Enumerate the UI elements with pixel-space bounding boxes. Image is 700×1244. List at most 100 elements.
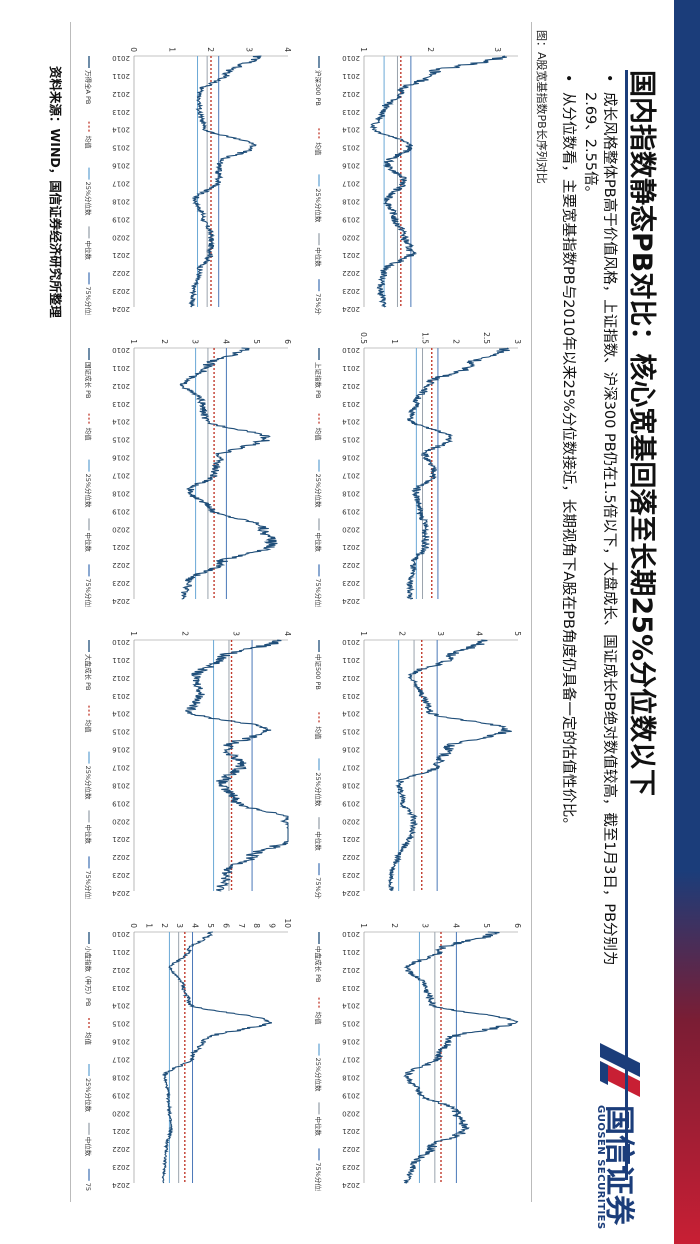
x-tick-label: 2012 — [342, 382, 360, 390]
legend-label: 25%分位数 — [84, 766, 93, 800]
x-tick-label: 2023 — [112, 287, 130, 295]
pb-series-line — [369, 55, 507, 308]
x-tick-label: 2019 — [342, 799, 360, 807]
x-tick-label: 2014 — [112, 710, 130, 718]
legend-label: 中位数 — [314, 247, 323, 267]
x-tick-label: 2023 — [342, 1163, 360, 1171]
x-tick-label: 2018 — [342, 197, 360, 205]
y-tick-label: 10 — [283, 918, 292, 928]
y-tick-label: 2 — [206, 47, 215, 52]
x-tick-label: 2018 — [112, 781, 130, 789]
x-tick-label: 2019 — [342, 215, 360, 223]
legend-label: 75%分位数 — [314, 877, 323, 899]
x-tick-label: 2019 — [112, 799, 130, 807]
y-tick-label: 0 — [129, 923, 138, 928]
pb-series-line — [188, 55, 262, 308]
x-tick-label: 2013 — [112, 400, 130, 408]
legend-label: 中证500 PB — [314, 654, 323, 690]
legend-label: 25%分位数 — [84, 182, 93, 216]
x-tick-label: 2020 — [112, 233, 130, 241]
x-tick-label: 2024 — [112, 1181, 130, 1189]
x-tick-label: 2021 — [342, 543, 360, 551]
x-tick-label: 2021 — [342, 251, 360, 259]
x-tick-label: 2021 — [112, 835, 130, 843]
y-tick-label: 6 — [283, 339, 292, 344]
x-tick-label: 2020 — [342, 1109, 360, 1117]
x-tick-label: 2012 — [112, 90, 130, 98]
pb-chart: 0 1 2 3 4 2010 2011 2012 2013 2014 2015 2016 2017 201… — [84, 47, 292, 315]
x-tick-label: 2019 — [112, 215, 130, 223]
legend-label: 国证成长 PB — [84, 362, 93, 398]
x-tick-label: 2015 — [112, 728, 130, 736]
y-tick-label: 7 — [237, 923, 246, 928]
y-tick-label: 5 — [252, 339, 261, 344]
x-tick-label: 2011 — [112, 948, 130, 956]
y-tick-label: 3 — [191, 339, 200, 344]
y-tick-label: 1 — [359, 923, 368, 928]
x-tick-label: 2021 — [112, 1127, 130, 1135]
x-tick-label: 2013 — [112, 108, 130, 116]
x-tick-label: 2018 — [112, 489, 130, 497]
x-tick-label: 2014 — [112, 126, 130, 134]
y-tick-label: 2 — [180, 631, 189, 636]
x-tick-label: 2013 — [112, 692, 130, 700]
x-tick-label: 2021 — [342, 1127, 360, 1135]
y-tick-label: 5 — [513, 631, 522, 636]
x-tick-label: 2015 — [342, 144, 360, 152]
x-tick-label: 2010 — [112, 54, 130, 62]
x-tick-label: 2024 — [342, 889, 360, 897]
y-tick-label: 1 — [129, 631, 138, 636]
x-tick-label: 2010 — [112, 930, 130, 938]
bullet-item: • 从分位数看，主要宽基指数PB与2010年以来25%分位数接近，长期视角下A股… — [558, 70, 577, 1010]
pb-series-line — [185, 639, 289, 892]
legend-label: 25%分位数 — [314, 1058, 323, 1092]
x-tick-label: 2012 — [112, 674, 130, 682]
y-tick-label: 3 — [421, 923, 430, 928]
x-tick-label: 2012 — [112, 382, 130, 390]
x-tick-label: 2022 — [112, 1145, 130, 1153]
legend-label: 25%分位数 — [314, 188, 323, 222]
footer-bar — [674, 0, 700, 1244]
pb-series-line — [161, 931, 273, 1184]
x-tick-label: 2023 — [342, 871, 360, 879]
pb-chart: 1 2 3 4 5 6 2010 2011 2012 2013 2014 2015 2016 2017 20… — [84, 339, 292, 607]
bullet-dot-icon: • — [601, 74, 617, 83]
legend-label: 75%分位数 — [84, 286, 93, 315]
legend-label: 均值 — [314, 428, 323, 442]
x-tick-label: 2017 — [342, 764, 360, 772]
y-tick-label: 9 — [268, 923, 277, 928]
legend-label: 中位数 — [314, 532, 323, 552]
bullet-text: 成长风格整体PB高于价值风格，上证指数、沪深300 PB仍在1.5倍以下，大盘成… — [582, 92, 617, 966]
y-tick-label: 2 — [160, 923, 169, 928]
y-tick-label: 3 — [493, 47, 502, 52]
legend-label: 大盘成长 PB — [84, 654, 93, 690]
x-tick-label: 2024 — [342, 305, 360, 313]
x-tick-label: 2017 — [342, 1056, 360, 1064]
x-tick-label: 2019 — [112, 507, 130, 515]
y-tick-label: 5 — [206, 923, 215, 928]
legend-label: 中位数 — [84, 1137, 93, 1157]
figure-title: 图：A股宽基指数PB长序列对比 — [535, 30, 548, 184]
pb-chart: 1 2 3 2010 2011 2012 2013 2014 2015 2016 2017 2018 2… — [314, 47, 518, 315]
x-tick-label: 2011 — [342, 364, 360, 372]
x-tick-label: 2022 — [342, 1145, 360, 1153]
y-tick-label: 1 — [144, 923, 153, 928]
legend-label: 万得全A PB — [84, 70, 93, 104]
x-tick-label: 2024 — [342, 1181, 360, 1189]
pb-chart: 1 2 3 4 2010 2011 2012 2013 2014 2015 2016 2017 2018… — [84, 631, 292, 899]
y-tick-label: 1 — [129, 339, 138, 344]
x-tick-label: 2023 — [342, 579, 360, 587]
y-tick-label: 4 — [283, 631, 292, 636]
legend-label: 中位数 — [84, 240, 93, 260]
title-rule — [625, 70, 628, 1180]
x-tick-label: 2013 — [342, 692, 360, 700]
y-tick-label: 2.5 — [482, 332, 491, 344]
x-tick-label: 2018 — [342, 781, 360, 789]
y-tick-label: 5 — [482, 923, 491, 928]
bullet-item: • 成长风格整体PB高于价值风格，上证指数、沪深300 PB仍在1.5倍以下，大… — [580, 70, 618, 1010]
x-tick-label: 2017 — [342, 180, 360, 188]
x-tick-label: 2018 — [342, 489, 360, 497]
x-tick-label: 2020 — [112, 817, 130, 825]
y-tick-label: 2 — [451, 339, 460, 344]
legend-label: 75%分位数 — [314, 1162, 323, 1191]
